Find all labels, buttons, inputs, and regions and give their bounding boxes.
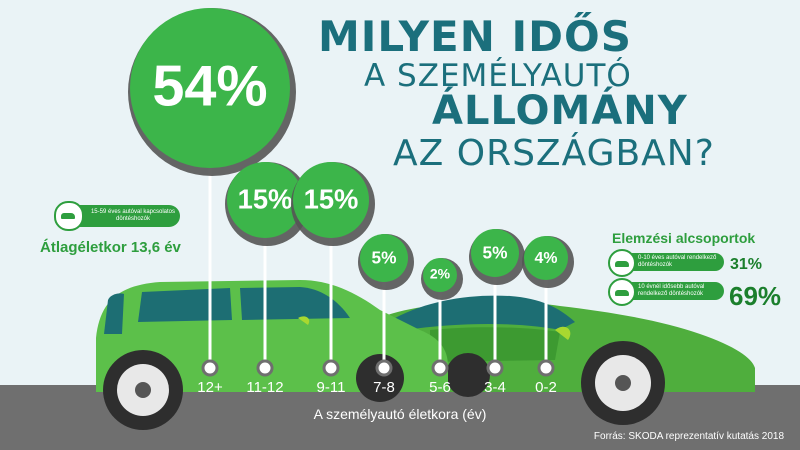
rear-window (138, 288, 232, 322)
x-tick-label: 11-12 (246, 379, 283, 396)
source-note: Forrás: SKODA reprezentatív kutatás 2018 (593, 431, 784, 442)
title-line-2: A SZEMÉLYAUTÓ (364, 58, 632, 94)
bubble-group: 4% 0-2 (522, 236, 574, 396)
stem-dot (431, 359, 449, 377)
subgroup-value-1: 31% (730, 256, 763, 273)
stem-dot (322, 359, 340, 377)
bubble (360, 234, 408, 282)
x-tick-label: 12+ (197, 379, 223, 396)
respondent-tag-label: 15-59 éves autóval kapcsolatos döntéshoz… (90, 209, 176, 222)
stem-dot (537, 359, 555, 377)
bubble-value-label: 5% (372, 247, 397, 267)
subgroup-tag-2: 10 évnél idősebb autóval rendelkező dönt… (608, 278, 724, 306)
x-tick-label: 7-8 (373, 379, 395, 396)
bubble-group: 54% 12+ (128, 8, 296, 396)
average-age: Átlagéletkor 13,6 év (40, 239, 181, 256)
bubble-group: 2% 5-6 (421, 258, 463, 396)
x-tick-label: 0-2 (535, 379, 557, 396)
bubble-group: 5% 3-4 (469, 229, 525, 396)
stem-dot (486, 359, 504, 377)
bubble (524, 236, 568, 280)
bubble-value-label: 5% (483, 242, 508, 262)
title-line-3: ÁLLOMÁNY (432, 88, 688, 134)
bubble-group: 15% 11-12 (225, 162, 309, 396)
bubble-value-label: 15% (304, 183, 359, 214)
bubble-value-label: 2% (430, 266, 451, 282)
bubble (227, 162, 303, 238)
title-line-1: MILYEN IDŐS (318, 12, 632, 61)
subgroups-heading: Elemzési alcsoportok (612, 230, 756, 246)
car-icon (54, 201, 84, 231)
stem-dot (375, 359, 393, 377)
sports-car-illustration (330, 295, 755, 425)
title-line-4: AZ ORSZÁGBAN? (393, 133, 715, 174)
subgroup-label-2: 10 évnél idősebb autóval rendelkező dönt… (638, 284, 705, 297)
subgroup-tag-1: 0-10 éves autóval rendelkező döntéshozók (608, 249, 724, 277)
x-tick-label: 3-4 (484, 379, 506, 396)
respondent-tag: 15-59 éves autóval kapcsolatos döntéshoz… (54, 201, 180, 231)
x-tick-label: 5-6 (429, 379, 451, 396)
stem-dot (201, 359, 219, 377)
bubble (423, 258, 457, 292)
bubble-group: 5% 7-8 (358, 234, 414, 396)
bubble-value-label: 15% (238, 183, 293, 214)
bubble (293, 162, 369, 238)
car-icon (608, 249, 636, 277)
hatchback-illustration (96, 280, 448, 430)
front-window (240, 287, 350, 320)
bubble-chart: 54% 12+ 15% 11-12 15% 9-11 5% 7-8 2% 5-6 5% 3-4 4% 0-… (128, 8, 574, 396)
car-icon (608, 278, 636, 306)
subgroup-label-1: 0-10 éves autóval rendelkező döntéshozók (638, 255, 717, 268)
subgroup-value-2: 69% (729, 281, 782, 311)
bubble-group: 15% 9-11 (291, 162, 375, 396)
bubble-value-label: 4% (535, 250, 558, 267)
bubble-value-label: 54% (152, 55, 267, 119)
x-axis-label: A személyautó életkora (év) (313, 406, 487, 422)
stem-dot (256, 359, 274, 377)
bubble (130, 8, 290, 168)
x-tick-label: 9-11 (317, 379, 346, 396)
bubble (471, 229, 519, 277)
